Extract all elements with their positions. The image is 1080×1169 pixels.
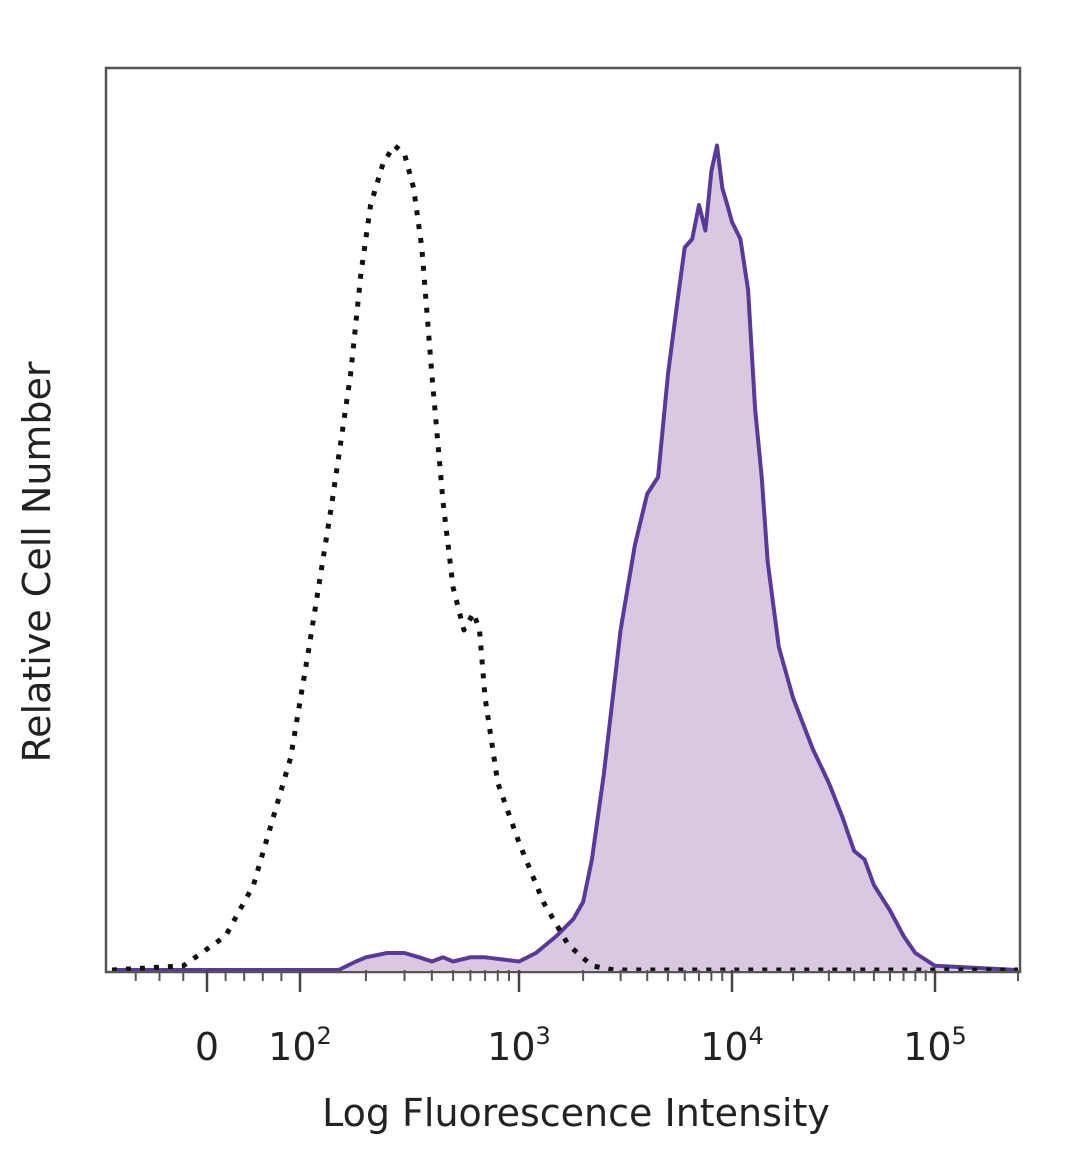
- x-axis-ticks: 0 102 103 104 105: [134, 970, 1019, 1069]
- y-axis-title: Relative Cell Number: [15, 361, 59, 762]
- series-1-fill: [112, 145, 1018, 970]
- plot-frame: [104, 66, 1022, 974]
- series-0-line: [111, 143, 1018, 973]
- x-tick-label: 0: [195, 1025, 219, 1069]
- x-tick-label: 103: [487, 1022, 551, 1069]
- series-1-line: [112, 143, 1019, 972]
- x-tick-label: 104: [700, 1022, 764, 1069]
- plot-area: [111, 143, 1019, 973]
- x-tick-label: 102: [268, 1022, 332, 1069]
- x-axis-title: Log Fluorescence Intensity: [322, 1091, 830, 1135]
- x-tick-label: 105: [903, 1022, 967, 1069]
